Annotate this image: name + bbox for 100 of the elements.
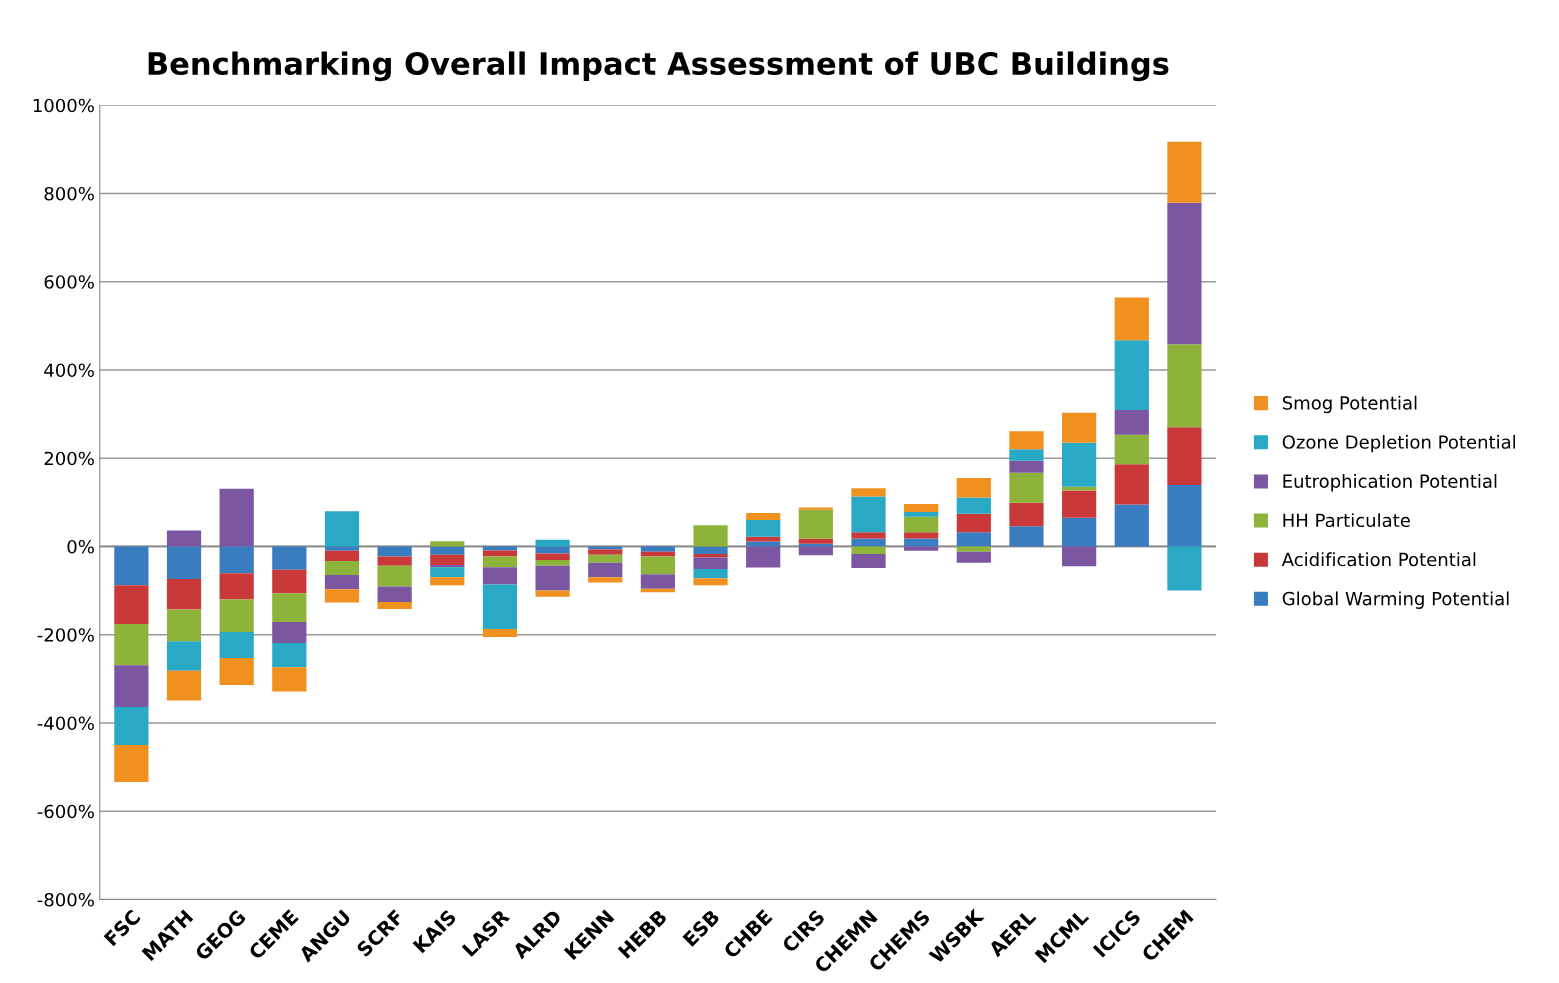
bar — [588, 554, 623, 563]
bar — [1062, 546, 1097, 567]
bar — [693, 546, 728, 554]
bar — [324, 575, 360, 590]
bar — [904, 546, 939, 551]
bar — [272, 643, 307, 668]
bar — [904, 512, 939, 517]
bar — [746, 512, 781, 520]
bar — [535, 565, 570, 591]
legend-label: Acidification Potential — [1281, 552, 1476, 567]
bar — [851, 546, 886, 554]
bar — [640, 574, 676, 589]
bar — [272, 546, 307, 570]
bar — [324, 546, 360, 551]
bar — [166, 579, 202, 610]
bar — [535, 590, 570, 597]
bar — [482, 550, 518, 557]
bar — [956, 478, 991, 498]
bar — [640, 551, 676, 557]
bar — [904, 532, 939, 539]
legend-label: HH Particulate — [1283, 513, 1410, 528]
bar — [693, 578, 728, 586]
bar — [693, 568, 728, 579]
bar — [272, 569, 307, 594]
bar — [588, 549, 623, 555]
bar — [904, 538, 939, 547]
bar — [851, 553, 886, 569]
bar — [956, 551, 991, 563]
bar — [746, 519, 781, 537]
y-tick-label: -600% — [37, 804, 94, 819]
bar — [324, 561, 360, 576]
bar — [1114, 340, 1149, 411]
bar — [746, 536, 781, 542]
bar — [430, 546, 465, 555]
bar — [956, 546, 991, 552]
bar — [1009, 526, 1044, 547]
bar — [956, 513, 991, 533]
bar — [114, 546, 149, 586]
bar — [430, 577, 465, 586]
bar — [1009, 472, 1044, 503]
bar — [1167, 202, 1202, 345]
bar — [166, 670, 202, 701]
bar — [1062, 442, 1097, 487]
bar — [324, 589, 360, 603]
bar — [1167, 344, 1202, 428]
bar — [1062, 490, 1097, 518]
bar — [851, 488, 886, 497]
bar — [1009, 460, 1044, 473]
bar — [1009, 502, 1044, 527]
bar — [588, 546, 623, 550]
bar — [482, 546, 518, 551]
bar — [956, 497, 991, 514]
bar — [219, 546, 254, 574]
bar — [272, 593, 307, 622]
y-tick-label: -800% — [37, 892, 94, 907]
y-tick-label: 800% — [44, 186, 94, 201]
bar — [272, 621, 307, 644]
bar — [798, 546, 833, 556]
bar — [1167, 141, 1202, 203]
bar — [166, 641, 202, 671]
bar — [482, 567, 518, 585]
legend-label: Smog Potential — [1282, 395, 1417, 414]
legend-label: Global Warming Potential — [1282, 591, 1509, 609]
bar — [324, 511, 360, 547]
bar — [1167, 485, 1202, 547]
bar — [482, 584, 518, 629]
y-tick-label: 1000% — [33, 98, 94, 113]
bar — [166, 530, 202, 547]
bar — [588, 577, 623, 583]
bar — [693, 525, 728, 547]
bar — [114, 707, 149, 745]
bar — [114, 665, 149, 708]
bar — [482, 556, 518, 568]
bar — [1062, 517, 1097, 547]
bar — [219, 573, 254, 600]
bar — [588, 562, 623, 578]
bar — [377, 565, 412, 587]
bar — [430, 567, 465, 578]
bar — [535, 560, 570, 566]
bar — [851, 496, 886, 533]
bar — [851, 538, 886, 547]
bar — [535, 553, 570, 561]
bar — [640, 556, 676, 575]
y-tick-label: 0% — [67, 539, 94, 554]
bar — [219, 599, 254, 633]
bar — [219, 632, 254, 659]
bar — [851, 532, 886, 539]
legend-label: Eutrophication Potential — [1283, 474, 1497, 492]
bar — [798, 538, 833, 544]
bar — [1114, 434, 1149, 465]
bar — [1114, 464, 1149, 505]
bar — [1062, 412, 1097, 443]
bar — [904, 504, 939, 513]
bar — [1167, 546, 1202, 591]
bar — [377, 546, 412, 557]
bar — [535, 539, 570, 547]
bar — [904, 516, 939, 533]
bar — [798, 509, 833, 539]
bar — [430, 541, 465, 547]
bar — [166, 609, 202, 642]
